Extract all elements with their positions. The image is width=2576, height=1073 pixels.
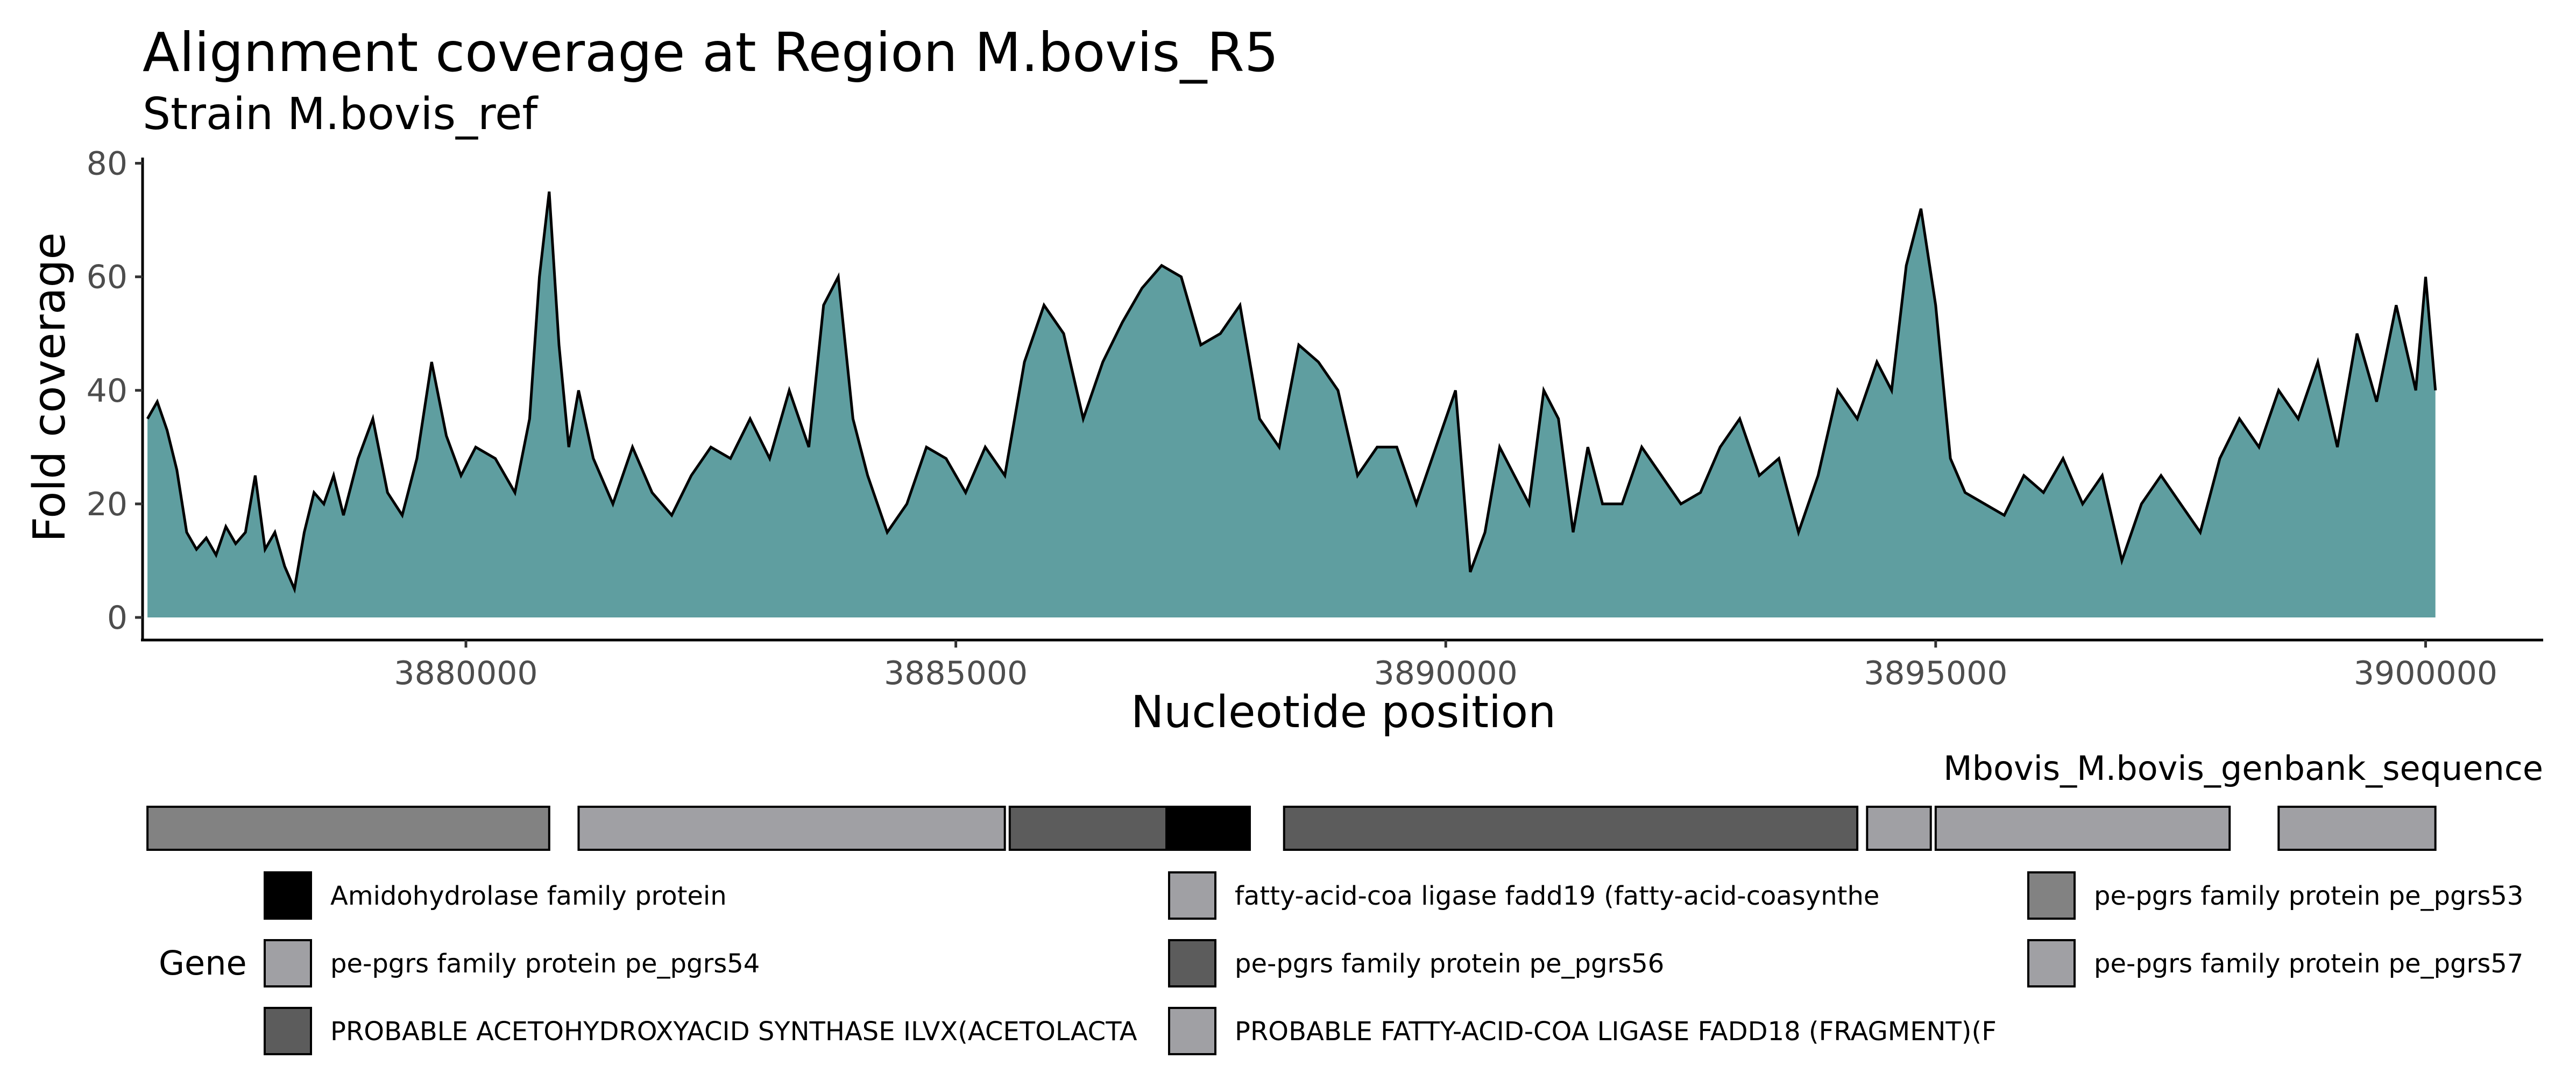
y-axis-ticks: 0 20 40 60 80 xyxy=(87,145,143,637)
gene-block xyxy=(1866,806,1932,851)
gene-block xyxy=(577,806,1006,851)
y-tick-label: 80 xyxy=(87,145,128,183)
legend-label: Amidohydrolase family protein xyxy=(330,881,727,911)
legend-swatch xyxy=(264,871,312,920)
y-tick-label: 60 xyxy=(87,259,128,296)
gene-block xyxy=(1283,806,1859,851)
gene-block xyxy=(1165,806,1251,851)
legend-label: pe-pgrs family protein pe_pgrs53 xyxy=(2094,881,2523,911)
x-tick-label: 3885000 xyxy=(884,655,1028,692)
legend-label: pe-pgrs family protein pe_pgrs57 xyxy=(2094,949,2523,979)
legend-label: pe-pgrs family protein pe_pgrs56 xyxy=(1235,949,1664,979)
x-axis-ticks: 3880000 3885000 3890000 3895000 3900000 xyxy=(394,640,2497,692)
legend-label: pe-pgrs family protein pe_pgrs54 xyxy=(330,949,760,979)
chart-title: Alignment coverage at Region M.bovis_R5 xyxy=(143,21,1278,84)
x-tick-label: 3890000 xyxy=(1374,655,1518,692)
x-tick-label: 3880000 xyxy=(394,655,537,692)
gene-block xyxy=(1934,806,2231,851)
legend-label: PROBABLE FATTY-ACID-COA LIGASE FADD18 (F… xyxy=(1235,1017,1997,1047)
legend-swatch xyxy=(264,939,312,987)
coverage-area xyxy=(147,191,2436,617)
y-axis-label: Fold coverage xyxy=(24,232,75,542)
gene-block xyxy=(2277,806,2437,851)
legend-swatch xyxy=(1168,939,1216,987)
gene-legend: Amidohydrolase family protein fatty-acid-… xyxy=(264,871,2523,1055)
x-tick-label: 3900000 xyxy=(2354,655,2497,692)
y-tick-label: 0 xyxy=(107,599,128,637)
gene-block xyxy=(1008,806,1168,851)
legend-label: PROBABLE ACETOHYDROXYACID SYNTHASE ILVX(… xyxy=(330,1017,1137,1047)
gene-blocks xyxy=(146,806,2437,851)
y-tick-label: 40 xyxy=(87,372,128,410)
legend-title: Gene xyxy=(159,943,247,983)
x-tick-label: 3895000 xyxy=(1864,655,2007,692)
legend-swatch xyxy=(2027,871,2076,920)
chart-subtitle: Strain M.bovis_ref xyxy=(143,89,539,140)
y-tick-label: 20 xyxy=(87,486,128,523)
x-axis-label: Nucleotide position xyxy=(1131,687,1556,738)
gene-block xyxy=(146,806,550,851)
coverage-line xyxy=(146,191,2437,594)
legend-swatch xyxy=(1168,1007,1216,1055)
coverage-plot-area xyxy=(146,191,2437,617)
legend-swatch xyxy=(264,1007,312,1055)
annotation-track-label: Mbovis_M.bovis_genbank_sequence xyxy=(1943,749,2543,788)
legend-swatch xyxy=(2027,939,2076,987)
legend-swatch xyxy=(1168,871,1216,920)
legend-label: fatty-acid-coa ligase fadd19 (fatty-acid… xyxy=(1235,881,1879,911)
